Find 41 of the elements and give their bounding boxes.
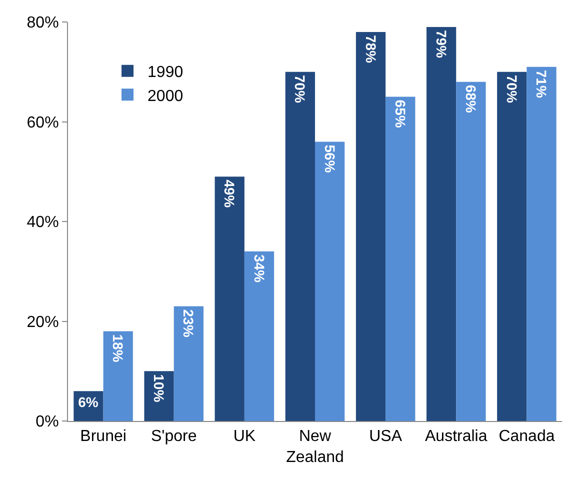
bar	[456, 82, 486, 421]
x-tick-label: Australia	[425, 428, 488, 446]
y-tick-label: 20%	[26, 314, 59, 331]
x-tick-label: Canada	[498, 428, 555, 446]
data-label: 70%	[504, 74, 520, 104]
data-label: 70%	[292, 74, 308, 104]
bar	[315, 142, 345, 421]
data-label: 18%	[110, 334, 126, 363]
bar	[497, 72, 527, 421]
data-label: 34%	[251, 254, 268, 283]
bar	[244, 251, 274, 421]
x-tick-label: Brunei	[80, 428, 126, 446]
bar	[103, 331, 133, 421]
data-label: 23%	[180, 309, 197, 338]
data-label: 78%	[362, 34, 379, 64]
x-tick-label: S'pore	[150, 428, 197, 446]
x-tick-label: USA	[369, 428, 402, 446]
data-label: 68%	[462, 84, 479, 114]
x-tick-label: New Zealand	[286, 428, 344, 466]
data-label: 65%	[392, 100, 408, 128]
bar	[144, 371, 174, 421]
bar	[356, 32, 386, 421]
data-label: 6%	[78, 394, 99, 410]
y-tick-label: 80%	[26, 14, 59, 32]
y-tick-label: 40%	[26, 214, 59, 232]
data-label: 56%	[322, 144, 338, 174]
data-label: 10%	[151, 374, 168, 403]
y-tick-label: 0%	[36, 414, 59, 431]
bar	[285, 72, 315, 421]
bar	[526, 66, 556, 421]
bar	[386, 96, 416, 421]
bar	[174, 306, 204, 421]
data-label: 49%	[222, 180, 238, 208]
legend-label: 1990	[148, 64, 184, 82]
x-tick-label: UK	[233, 428, 256, 446]
bar	[214, 176, 244, 421]
data-label: 71%	[534, 70, 550, 98]
legend-label: 2000	[148, 88, 184, 105]
y-tick-label: 60%	[26, 114, 59, 132]
bar	[426, 26, 456, 421]
data-label: 79%	[433, 30, 450, 59]
